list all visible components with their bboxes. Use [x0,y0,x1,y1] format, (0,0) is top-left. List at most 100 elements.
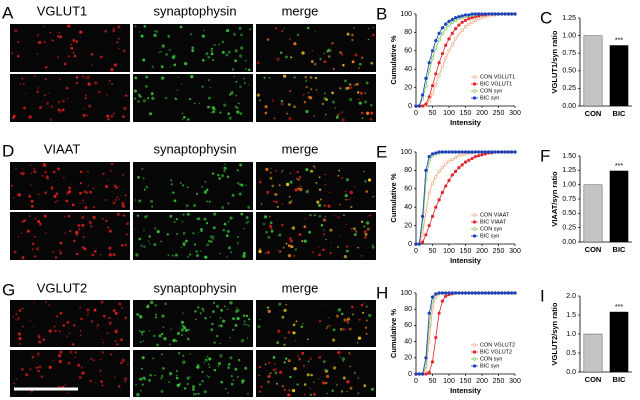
puncta [170,328,172,330]
puncta [246,337,249,339]
puncta [245,184,247,186]
legend-label: CON VGLUT2 [480,342,515,348]
puncta [41,174,44,177]
point [414,104,418,108]
puncta [17,41,20,44]
y-tick-label: 1.50 [562,153,576,160]
puncta [127,363,129,366]
puncta [236,316,240,321]
point [454,150,458,154]
puncta [82,235,85,239]
puncta [365,332,368,335]
puncta [226,28,230,33]
point [434,175,438,179]
puncta [29,164,32,167]
puncta [320,223,324,227]
puncta [325,327,328,330]
puncta [227,221,230,223]
puncta [11,52,14,54]
puncta [292,323,296,327]
puncta [238,192,242,196]
point [480,150,484,154]
puncta [58,359,62,364]
point [493,150,497,154]
puncta [154,227,157,230]
puncta [77,223,81,228]
puncta [263,76,266,79]
puncta [297,178,301,181]
point [421,240,425,244]
puncta [193,232,195,235]
x-axis-label: Intensity [450,386,482,395]
puncta [274,27,278,30]
puncta [231,90,234,93]
point [427,370,431,374]
x-tick-label: CON [585,375,602,384]
puncta [289,38,291,41]
puncta [296,33,300,37]
puncta [91,253,95,257]
puncta [353,27,355,29]
puncta [307,360,310,363]
puncta [372,195,374,198]
puncta [339,51,343,55]
puncta [161,332,164,336]
puncta [212,59,215,62]
puncta [124,377,127,380]
point [470,156,474,161]
point [470,150,474,154]
puncta [44,170,48,174]
puncta [82,199,85,202]
puncta [294,339,296,342]
puncta [305,86,308,89]
puncta [125,233,128,236]
point [460,28,464,33]
puncta [283,361,286,364]
puncta [327,55,331,58]
puncta [248,68,251,72]
puncta [69,350,73,354]
puncta [275,200,278,204]
puncta [149,243,151,245]
puncta [118,47,121,50]
puncta [232,328,235,331]
puncta [118,198,120,200]
puncta [75,40,79,43]
point [513,12,517,16]
puncta [120,338,123,342]
point [421,372,425,376]
puncta [361,56,364,60]
puncta [353,233,357,237]
micrograph [133,212,253,260]
puncta [256,93,260,97]
point [440,299,445,303]
puncta [243,82,246,84]
puncta [354,53,358,57]
puncta [288,389,291,392]
puncta [236,308,240,313]
puncta [84,205,88,209]
puncta [183,387,187,390]
puncta [358,101,362,105]
puncta [236,110,240,114]
puncta [160,65,164,69]
puncta [79,334,82,337]
puncta [323,360,326,363]
x-tick-label: 0 [414,248,418,255]
puncta [182,112,184,114]
puncta [153,334,156,338]
puncta [302,93,305,96]
point [417,372,421,376]
puncta [116,343,119,346]
puncta [21,77,24,80]
micrograph [10,212,130,260]
puncta [316,200,320,204]
puncta [74,356,77,359]
puncta [96,324,100,327]
puncta [306,338,309,341]
puncta [283,76,285,78]
point [447,37,451,41]
puncta [161,353,163,355]
image-background [133,162,253,210]
puncta [33,168,36,170]
